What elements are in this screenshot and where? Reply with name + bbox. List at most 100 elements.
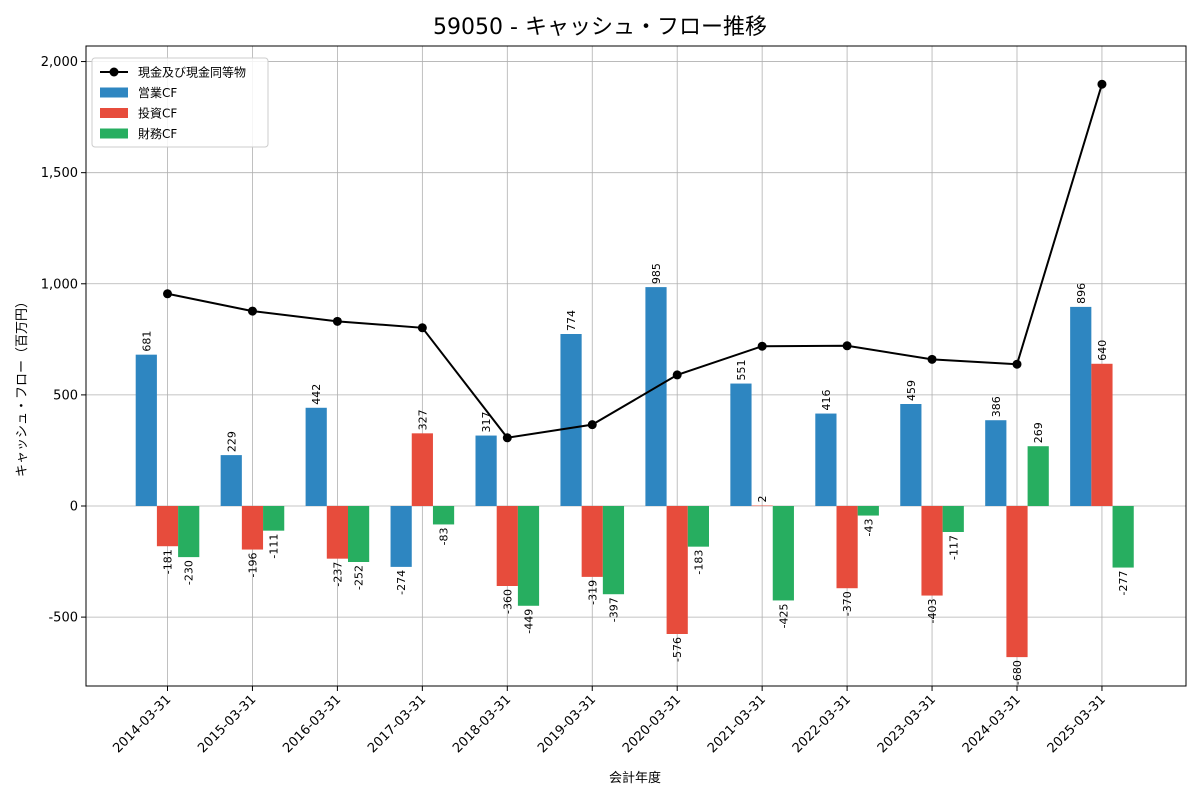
bar-value-label: 551	[735, 360, 748, 381]
y-tick-label: 0	[70, 500, 78, 515]
bar	[751, 505, 773, 507]
bar-value-label: 774	[565, 310, 578, 331]
bar	[156, 506, 179, 547]
line-point	[163, 289, 172, 299]
bar	[517, 506, 540, 606]
legend-box	[91, 57, 269, 148]
bar	[1091, 363, 1113, 506]
line-point	[1012, 359, 1022, 369]
x-tick-label: 2022-03-31	[790, 692, 854, 756]
bar	[857, 506, 879, 516]
bar	[135, 354, 157, 506]
bar-value-label: -83	[438, 527, 451, 545]
x-tick-label: 2016-03-31	[280, 692, 344, 756]
bar-value-label: 681	[140, 331, 153, 352]
x-tick-label: 2014-03-31	[110, 692, 174, 756]
bar-value-label: -183	[692, 550, 705, 575]
legend-swatch	[100, 108, 128, 118]
bar	[730, 383, 752, 506]
legend-label: 投資CF	[138, 106, 177, 121]
bar-value-label: 640	[1096, 340, 1109, 361]
x-tick-label: 2015-03-31	[195, 692, 259, 756]
bar	[1006, 506, 1028, 658]
bar	[305, 407, 327, 506]
bar-value-label: -403	[926, 599, 939, 624]
line-point	[672, 370, 682, 380]
bar	[241, 506, 264, 550]
bar-value-label: -237	[331, 562, 344, 587]
bar	[1027, 446, 1049, 506]
bar-value-label: 229	[225, 431, 238, 452]
legend-swatch	[100, 87, 128, 98]
x-axis-label: 会計年度	[609, 770, 661, 786]
bar-value-label: -111	[268, 534, 281, 559]
bar	[666, 506, 688, 634]
bar-value-labels: 681 229 442 -274 317 774 985 551 416 459 386 896 -18…	[140, 263, 1130, 685]
bar	[985, 420, 1007, 506]
bar-value-label: -43	[862, 519, 875, 537]
x-axis: 2014-03-31 2015-03-31 2016-03-31 2017-03-31…	[110, 686, 1109, 756]
line-point	[502, 433, 512, 443]
bar-value-label: 416	[820, 390, 833, 411]
bar-value-label: -425	[777, 603, 790, 628]
y-axis-label: キャッシュ・フロー（百万円）	[15, 295, 30, 477]
bar	[900, 404, 922, 506]
bar-value-label: 442	[310, 384, 323, 405]
bar	[1112, 506, 1134, 568]
bar	[602, 506, 625, 595]
bar-value-label: -252	[353, 565, 366, 590]
bar-value-label: -230	[183, 560, 196, 585]
legend-swatch	[100, 128, 128, 139]
x-tick-label: 2017-03-31	[365, 692, 429, 756]
x-tick-label: 2018-03-31	[450, 692, 514, 756]
bar-series	[135, 287, 1134, 658]
bar	[411, 433, 433, 506]
line-point	[332, 316, 342, 326]
bar	[921, 506, 943, 596]
y-tick-label: 500	[53, 388, 78, 403]
bar	[496, 506, 518, 586]
bar	[772, 506, 794, 601]
bar	[220, 455, 242, 506]
bar-value-label: -576	[671, 637, 684, 662]
bar-value-label: -277	[1117, 571, 1130, 596]
x-tick-label: 2024-03-31	[960, 692, 1024, 756]
legend-label: 営業CF	[138, 86, 177, 100]
bar-value-label: -397	[607, 597, 620, 622]
line-point	[247, 306, 257, 316]
bar	[560, 334, 582, 506]
cash-equivalents-line	[163, 79, 1107, 443]
x-tick-label: 2025-03-31	[1045, 692, 1109, 756]
line-point	[417, 323, 427, 333]
legend-swatch-marker	[109, 67, 119, 77]
bar-value-label: -274	[395, 570, 408, 595]
bar-value-label: -449	[523, 609, 536, 634]
plot-frame	[85, 45, 1187, 687]
x-tick-label: 2023-03-31	[875, 692, 939, 756]
chart-title: 59050 - キャッシュ・フロー推移	[433, 15, 767, 40]
bar	[687, 506, 709, 547]
y-tick-label: -500	[48, 611, 78, 626]
bar	[815, 413, 837, 506]
bar-value-label: 317	[480, 412, 493, 433]
bar-value-label: -680	[1011, 660, 1024, 685]
line-point	[1097, 79, 1107, 89]
legend-label: 財務CF	[138, 126, 177, 141]
bar	[1070, 306, 1092, 506]
line-path	[167, 83, 1103, 439]
bar	[942, 506, 964, 532]
bar	[390, 506, 412, 567]
bar-value-label: -181	[162, 549, 175, 574]
bar	[475, 435, 497, 506]
bar	[836, 506, 858, 589]
y-tick-label: 1,500	[41, 166, 78, 181]
line-point	[587, 420, 597, 430]
bar-value-label: 459	[905, 380, 918, 401]
bar-value-label: 269	[1032, 422, 1045, 443]
bar	[263, 506, 285, 531]
bar-value-label: 985	[650, 263, 663, 284]
y-tick-label: 1,000	[41, 277, 78, 292]
line-point	[842, 341, 852, 351]
legend-label: 現金及び現金同等物	[138, 65, 246, 80]
